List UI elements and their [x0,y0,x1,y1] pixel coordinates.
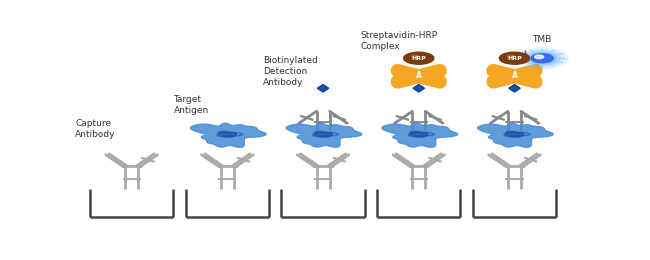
Polygon shape [522,77,536,82]
Polygon shape [286,123,362,147]
Text: HRP: HRP [507,56,522,61]
Polygon shape [426,71,440,76]
Circle shape [534,55,543,58]
Circle shape [499,52,530,64]
Circle shape [516,48,568,69]
Text: HRP: HRP [411,56,426,61]
Text: Biotinylated
Detection
Antibody: Biotinylated Detection Antibody [263,56,318,87]
Polygon shape [522,71,536,76]
Polygon shape [317,84,329,92]
Polygon shape [413,84,424,92]
Polygon shape [190,123,266,147]
Polygon shape [509,84,520,92]
Circle shape [411,55,419,58]
Circle shape [520,49,564,67]
Circle shape [507,55,515,58]
Polygon shape [493,77,507,82]
Polygon shape [398,77,411,82]
Circle shape [524,51,560,66]
Polygon shape [478,123,553,147]
Polygon shape [426,77,440,82]
Polygon shape [382,123,458,147]
Circle shape [531,54,553,63]
Circle shape [528,53,556,64]
Polygon shape [493,71,507,76]
Text: TMB: TMB [532,35,552,44]
Text: A: A [512,71,517,80]
Text: A: A [416,71,422,80]
Text: Target
Antigen: Target Antigen [174,95,209,115]
Polygon shape [398,71,411,76]
Text: Capture
Antibody: Capture Antibody [75,119,116,139]
Text: Streptavidin-HRP
Complex: Streptavidin-HRP Complex [360,31,437,51]
Circle shape [404,52,434,64]
